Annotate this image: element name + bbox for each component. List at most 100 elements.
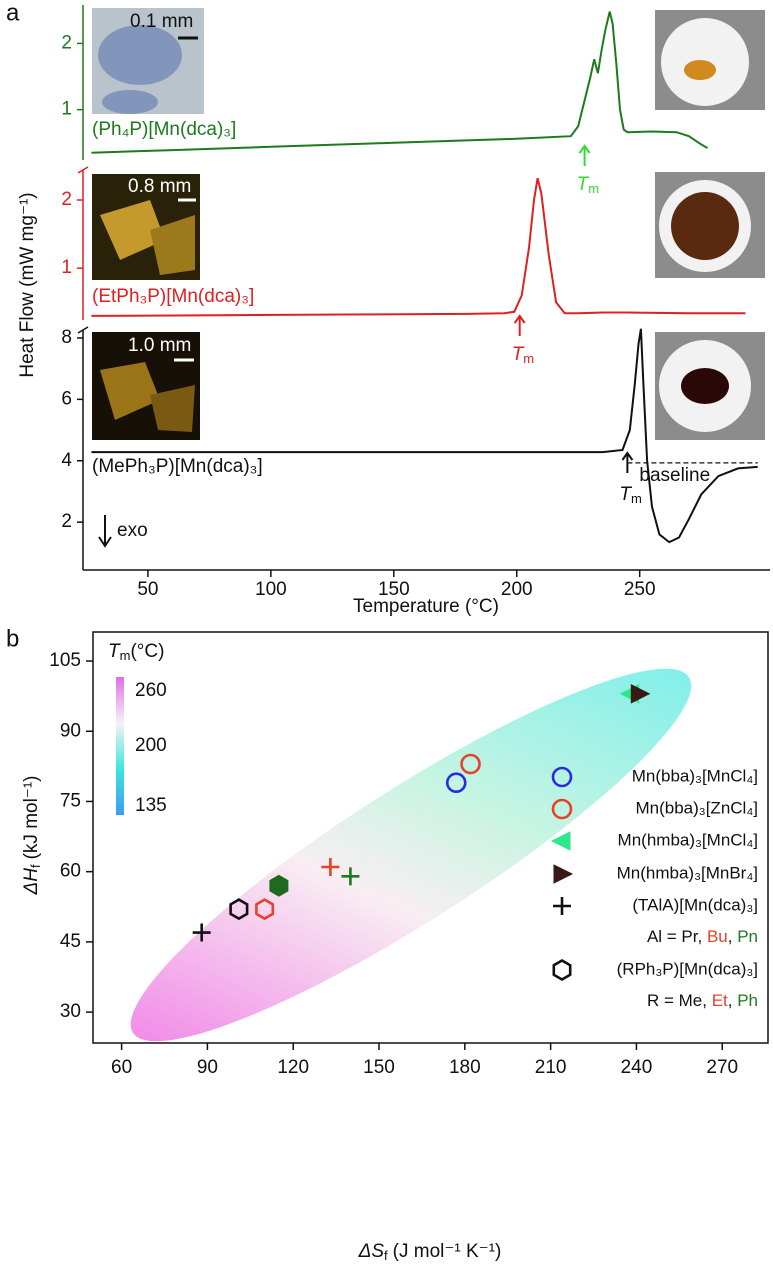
subscript: m <box>588 181 599 196</box>
photo-detail <box>102 90 158 114</box>
colorbar-tick-label: 135 <box>135 795 167 816</box>
symbol: T <box>108 641 121 662</box>
x-tick-label: 180 <box>449 1057 481 1078</box>
legend-label: (TAlA)[Mn(dca)₃] <box>632 895 758 914</box>
legend-label: Mn(bba)₃[MnCl₄] <box>632 766 758 785</box>
x-tick-label: 200 <box>501 579 533 600</box>
trace <box>91 328 758 544</box>
unit: (J mol⁻¹ K⁻¹) <box>393 1241 502 1262</box>
x-tick-label: 210 <box>535 1057 567 1078</box>
marker <box>553 864 574 884</box>
plot-frame <box>92 631 769 1044</box>
marker <box>269 874 289 897</box>
colorbar-tick-label: 200 <box>135 735 167 756</box>
axis-break <box>77 326 89 334</box>
y-tick-label: 1 <box>61 99 72 120</box>
x-tick-label: 250 <box>624 579 656 600</box>
photo-detail <box>150 215 195 275</box>
y-tick-label: 2 <box>61 32 72 53</box>
y-tick-label: 75 <box>60 790 81 811</box>
note-part: , <box>698 927 707 946</box>
x-axis-label: Temperature (°C) <box>353 596 499 617</box>
marker <box>551 798 573 820</box>
note-part: Pn <box>737 927 758 946</box>
x-tick-label: 90 <box>197 1057 218 1078</box>
colorbar-label: Tm(°C) <box>108 641 164 663</box>
subscript: m <box>523 351 534 366</box>
y-tick-label: 1 <box>61 257 72 278</box>
sample-label: (Ph₄P)[Mn(dca)₃] <box>92 119 236 140</box>
tm-arrow <box>578 144 591 166</box>
y-tick-label: 2 <box>61 511 72 532</box>
marker <box>553 897 571 915</box>
marker <box>460 753 481 775</box>
baseline-label: baseline <box>639 465 710 486</box>
tm-arrow <box>513 314 526 336</box>
exo-arrow <box>98 515 112 548</box>
marker <box>550 831 571 851</box>
legend-label: Mn(bba)₃[ZnCl₄] <box>635 798 758 817</box>
x-tick-label: 60 <box>111 1057 132 1078</box>
colorbar-tick-label: 260 <box>135 680 167 701</box>
y-tick-label: 30 <box>60 1001 81 1022</box>
note-part: Al = Pr <box>647 927 699 946</box>
y-axis-label: ΔHf (kJ mol⁻¹) <box>21 776 43 896</box>
subscript: m <box>120 648 131 663</box>
y-axis-label: Heat Flow (mW mg⁻¹) <box>17 192 38 377</box>
note-part: Ph <box>737 991 758 1010</box>
photos <box>92 8 765 440</box>
trace <box>91 11 709 154</box>
trace <box>91 177 746 317</box>
colorbar <box>116 677 124 815</box>
y-tick-label: 8 <box>61 327 72 348</box>
subscript: m <box>631 491 642 506</box>
photo-detail <box>681 368 729 404</box>
x-tick-label: 240 <box>621 1057 653 1078</box>
y-tick-label: 105 <box>49 650 81 671</box>
panel-letter: b <box>6 625 19 652</box>
note-part: Et <box>712 991 728 1010</box>
marker <box>255 898 275 921</box>
panel-letter: a <box>6 0 20 26</box>
tm-label: Tm <box>619 484 641 506</box>
y-tick-label: 60 <box>60 861 81 882</box>
legend-label: Mn(hmba)₃[MnCl₄] <box>618 830 758 849</box>
marker <box>341 867 360 886</box>
marker <box>445 772 467 794</box>
y-tick-label: 90 <box>60 720 81 741</box>
subscript: f <box>384 1248 388 1263</box>
note-part: Bu <box>707 927 728 946</box>
scale-label: 0.8 mm <box>128 176 191 197</box>
unit: (°C) <box>130 641 164 662</box>
photo-detail <box>684 60 716 80</box>
note-part: R = Me <box>647 991 702 1010</box>
symbol: T <box>619 484 632 505</box>
photo-detail <box>100 200 165 260</box>
y-tick-label: 2 <box>61 189 72 210</box>
sample-label: (MePh₃P)[Mn(dca)₃] <box>92 456 263 477</box>
x-tick-label: 50 <box>137 579 158 600</box>
marker <box>192 923 211 942</box>
x-axis-label: ΔSf (J mol⁻¹ K⁻¹) <box>358 1241 502 1263</box>
marker <box>551 766 573 788</box>
y-tick-label: 4 <box>61 450 72 471</box>
marker <box>229 898 249 921</box>
legend-label: (RPh₃P)[Mn(dca)₃] <box>617 959 758 978</box>
y-tick-label: 45 <box>60 931 81 952</box>
photo-detail <box>150 385 195 432</box>
photo-detail <box>671 192 739 260</box>
exo-label: exo <box>117 520 148 541</box>
symbol: ΔS <box>358 1241 385 1262</box>
marker <box>630 683 651 704</box>
subscript: f <box>28 864 43 868</box>
y-tick-label: 6 <box>61 388 72 409</box>
x-tick-label: 270 <box>706 1057 738 1078</box>
sample-label: (EtPh₃P)[Mn(dca)₃] <box>92 286 254 307</box>
marker <box>552 958 572 981</box>
trend-region <box>130 668 692 1042</box>
x-tick-label: 120 <box>277 1057 309 1078</box>
x-tick-label: 150 <box>378 579 410 600</box>
unit: (kJ mol⁻¹) <box>21 776 42 860</box>
note-part: , <box>728 927 737 946</box>
